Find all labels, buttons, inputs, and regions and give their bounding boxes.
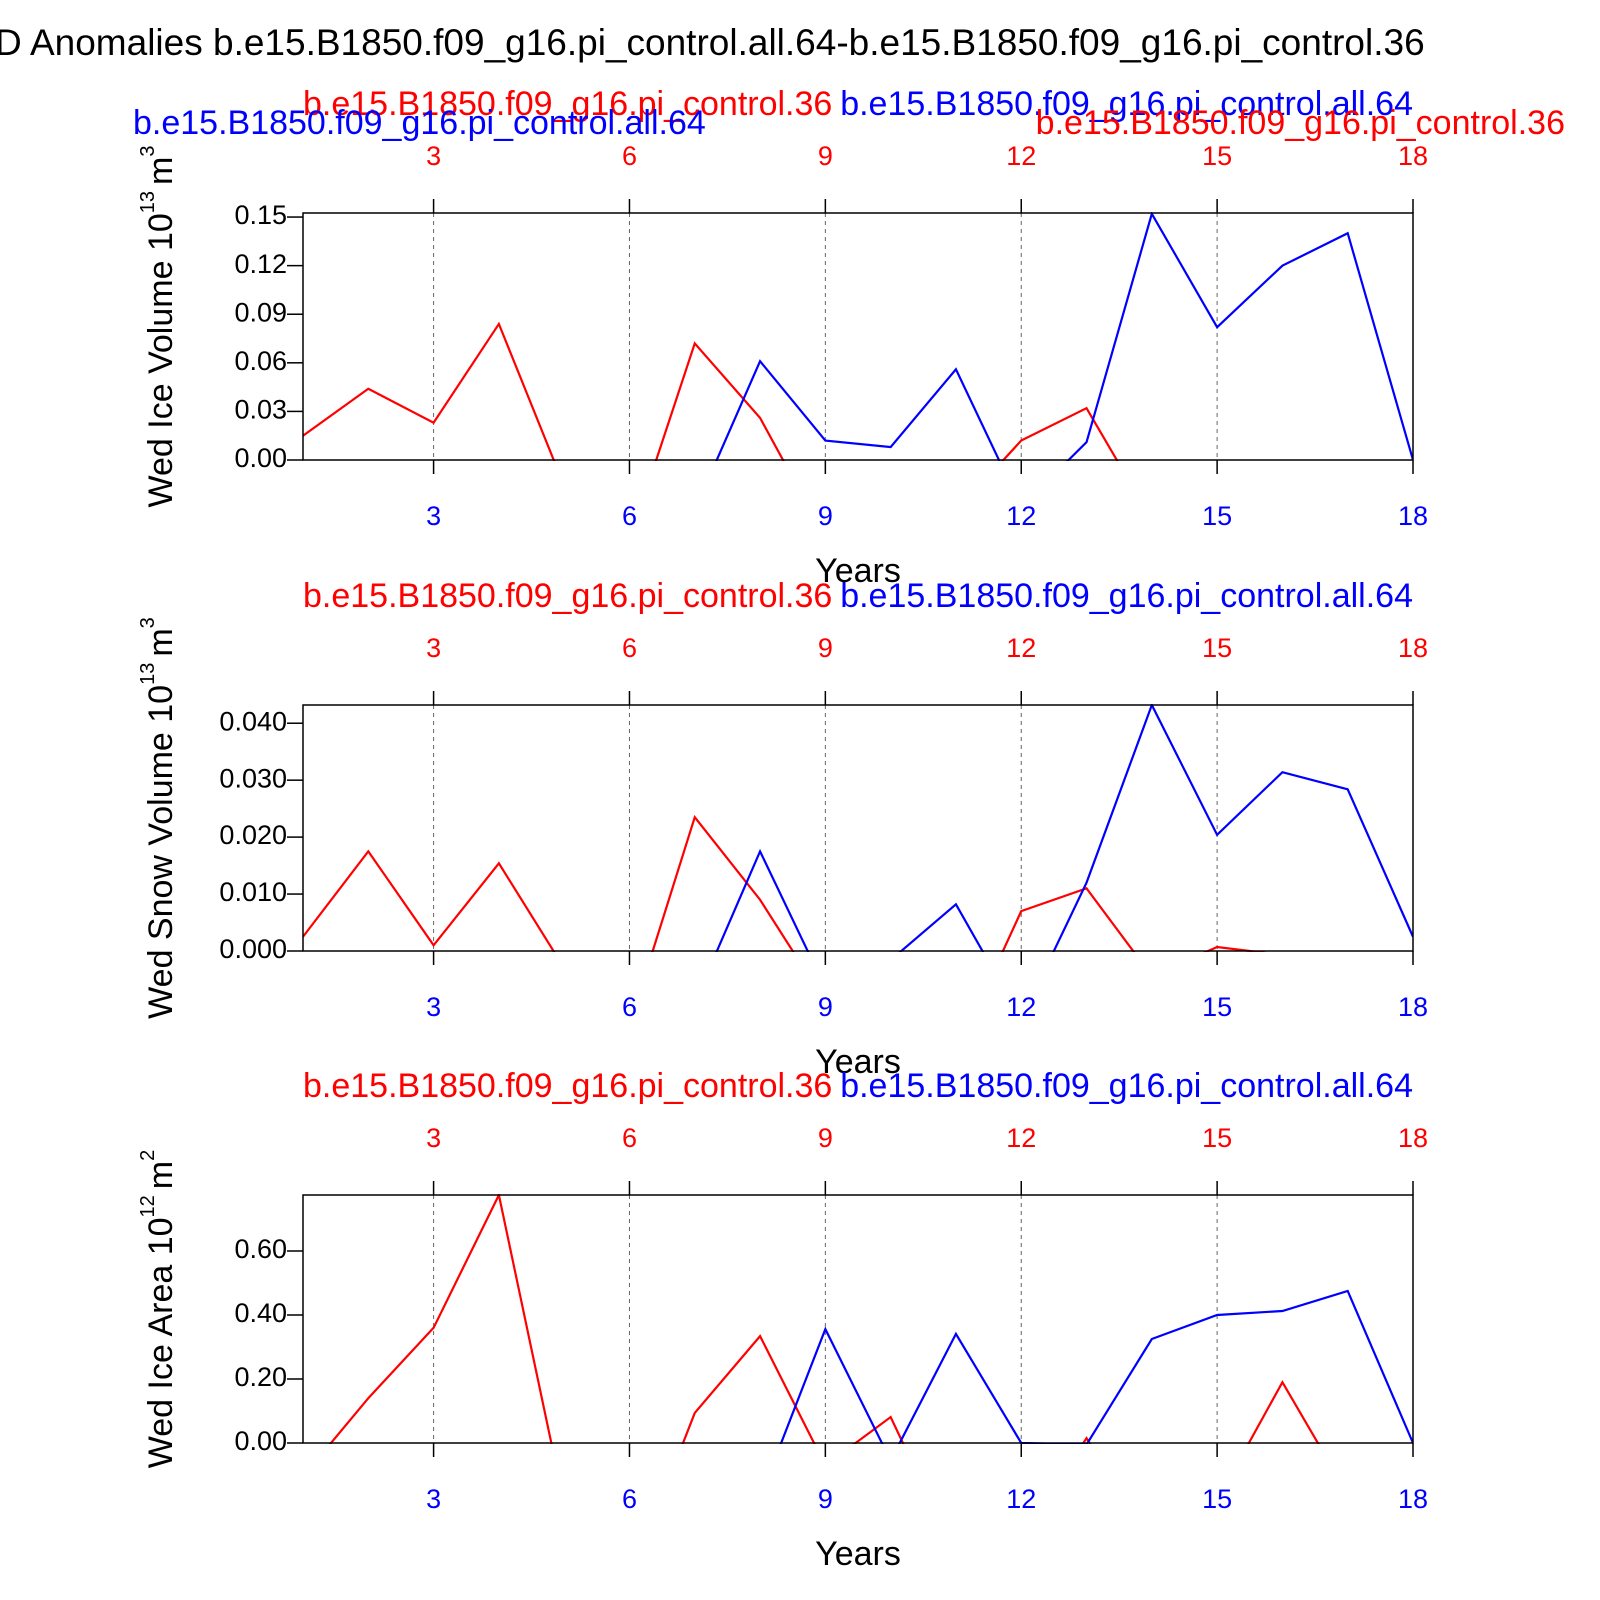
y-axis-label-part: 13 [137,663,159,685]
y-axis-label-part: 3 [137,617,159,628]
series-label: b.e15.B1850.f09_g16.pi_control.36 [1036,104,1565,142]
x-top-tick-label: 3 [426,1123,441,1153]
x-tick-label: 3 [426,501,441,531]
series-label: b.e15.B1850.f09_g16.pi_control.all.64 [133,104,706,142]
plot-frame [302,704,1414,952]
x-top-tick-label: 6 [622,633,637,663]
x-tick-label: 12 [1006,992,1036,1022]
y-tick-label: 0.010 [219,877,287,907]
series-label: b.e15.B1850.f09_g16.pi_control.36 [303,577,832,615]
y-tick-label: 0.09 [234,297,287,327]
x-axis-label: Years [815,552,901,590]
x-tick-label: 12 [1006,501,1036,531]
series-line [328,1194,1320,1444]
y-axis-label-part: m [142,628,180,656]
x-top-tick-label: 15 [1202,1123,1232,1153]
series-label: b.e15.B1850.f09_g16.pi_control.all.64 [840,577,1413,615]
y-axis-label-part: 13 [137,191,159,213]
plot-frame [302,1194,1414,1444]
y-axis-label-part: m [142,1161,180,1189]
y-axis-label-part: 3 [137,146,159,157]
x-tick-label: 15 [1202,992,1232,1022]
y-tick-label: 0.03 [234,395,287,425]
x-tick-label: 6 [622,1484,637,1514]
x-top-tick-label: 18 [1398,1123,1428,1153]
y-axis-label: Wed Ice Area 1012 m2 [137,1150,180,1468]
y-tick-label: 0.030 [219,763,287,793]
x-tick-label: 18 [1398,992,1428,1022]
series-label: b.e15.B1850.f09_g16.pi_control.36 [303,85,832,123]
series-label: b.e15.B1850.f09_g16.pi_control.all.64 [840,1067,1413,1105]
y-tick-label: 0.00 [234,443,287,473]
series-line [779,1289,1413,1444]
y-tick-label: 0.40 [234,1298,287,1328]
y-tick-label: 0.040 [219,706,287,736]
x-top-tick-label: 3 [426,633,441,663]
x-axis-label: Years [815,1043,901,1081]
x-top-tick-label: 15 [1202,141,1232,171]
y-axis-label-part: 12 [137,1195,159,1217]
x-top-tick-label: 9 [818,1123,833,1153]
x-top-tick-label: 9 [818,633,833,663]
y-tick-label: 0.06 [234,346,287,376]
series-line [303,321,1119,461]
x-top-tick-label: 9 [818,141,833,171]
x-tick-label: 9 [818,1484,833,1514]
y-tick-label: 0.00 [234,1426,287,1456]
x-tick-label: 9 [818,992,833,1022]
y-axis-label: Wed Snow Volume 1013 m3 [137,617,180,1019]
chart-title: D Anomalies b.e15.B1850.f09_g16.pi_contr… [0,22,1425,63]
x-top-tick-label: 6 [622,1123,637,1153]
x-tick-label: 3 [426,992,441,1022]
x-top-tick-label: 3 [426,141,441,171]
x-tick-label: 6 [622,992,637,1022]
x-tick-label: 18 [1398,501,1428,531]
x-top-tick-label: 12 [1006,633,1036,663]
y-axis-label-part: Wed Ice Volume 10 [142,213,180,507]
x-tick-label: 15 [1202,501,1232,531]
x-tick-label: 3 [426,1484,441,1514]
y-tick-label: 0.12 [234,249,287,279]
x-tick-label: 12 [1006,1484,1036,1514]
y-axis-label-part: Wed Ice Area 10 [142,1217,180,1468]
x-top-tick-label: 12 [1006,1123,1036,1153]
x-tick-label: 6 [622,501,637,531]
series-label: b.e15.B1850.f09_g16.pi_control.all.64 [840,85,1413,123]
x-tick-label: 15 [1202,1484,1232,1514]
x-top-tick-label: 6 [622,141,637,171]
series-label: b.e15.B1850.f09_g16.pi_control.36 [303,1067,832,1105]
series-line [303,814,1268,952]
x-tick-label: 9 [818,501,833,531]
series-line [715,704,1413,952]
y-tick-label: 0.15 [234,200,287,230]
y-tick-label: 0.20 [234,1362,287,1392]
y-tick-label: 0.020 [219,820,287,850]
x-top-tick-label: 18 [1398,141,1428,171]
plot-frame [302,212,1414,461]
x-top-tick-label: 12 [1006,141,1036,171]
x-tick-label: 18 [1398,1484,1428,1514]
x-axis-label: Years [815,1535,901,1573]
y-axis-label: Wed Ice Volume 1013 m3 [137,146,180,508]
x-top-tick-label: 18 [1398,633,1428,663]
y-axis-label-part: m [142,157,180,185]
y-tick-label: 0.000 [219,934,287,964]
series-line [715,212,1413,461]
x-top-tick-label: 15 [1202,633,1232,663]
y-axis-label-part: Wed Snow Volume 10 [142,685,180,1019]
y-axis-label-part: 2 [137,1150,159,1161]
y-tick-label: 0.60 [234,1234,287,1264]
